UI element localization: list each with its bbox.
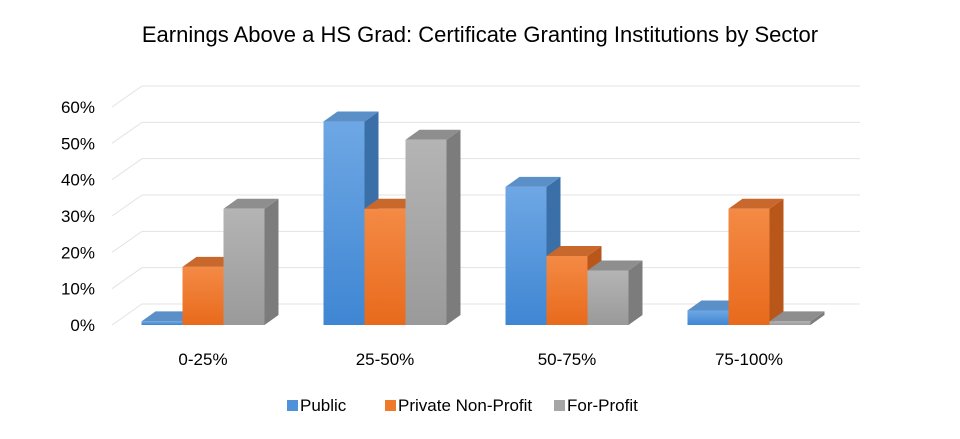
- y-tick-label: 40%: [61, 171, 95, 190]
- bar-front: [728, 208, 770, 325]
- x-axis-categories: 0-25% 25-50% 50-75% 75-100%: [178, 350, 783, 369]
- bar-side: [810, 311, 825, 325]
- bar-top: [728, 198, 784, 209]
- legend-label: Private Non-Profit: [398, 396, 532, 415]
- legend-label: For-Profit: [567, 396, 638, 415]
- y-axis-ticks: 0% 10% 20% 30% 40% 50% 60%: [61, 98, 95, 335]
- bar-top: [546, 245, 602, 256]
- bar-front: [364, 208, 406, 325]
- bar-side: [769, 198, 784, 325]
- bar-side: [264, 198, 279, 325]
- bar-top: [769, 311, 825, 322]
- gridline: [111, 194, 860, 217]
- bar: [587, 260, 643, 325]
- legend-swatch: [385, 400, 396, 411]
- y-tick-label: 60%: [61, 98, 95, 117]
- y-tick-label: 10%: [61, 280, 95, 299]
- x-category-label: 50-75%: [538, 350, 597, 369]
- legend: Public Private Non-Profit For-Profit: [287, 396, 638, 415]
- bar-front: [769, 321, 811, 325]
- bar: [405, 129, 461, 325]
- legend-label: Public: [300, 396, 347, 415]
- bar-front: [405, 139, 447, 325]
- legend-swatch: [554, 400, 565, 411]
- bar-front: [546, 255, 588, 325]
- bar-front: [505, 186, 547, 325]
- y-tick-label: 20%: [61, 243, 95, 262]
- bar-front: [223, 208, 265, 325]
- bar-top: [587, 260, 643, 271]
- gridline: [111, 121, 860, 144]
- gridline: [111, 85, 860, 108]
- x-category-label: 25-50%: [356, 350, 415, 369]
- gridline: [111, 158, 860, 181]
- bar: [223, 198, 279, 325]
- bar: [769, 311, 825, 325]
- bar-side: [628, 260, 643, 325]
- bar-front: [182, 266, 224, 325]
- bar-top: [405, 129, 461, 140]
- bar-front: [687, 310, 729, 325]
- bar: [728, 198, 784, 325]
- x-category-label: 75-100%: [715, 350, 783, 369]
- bar-front: [323, 121, 365, 326]
- bar-top: [505, 176, 561, 187]
- legend-swatch: [287, 400, 298, 411]
- bar-top: [223, 198, 279, 209]
- y-tick-label: 0%: [70, 316, 95, 335]
- bar-front: [587, 270, 629, 325]
- bar-top: [323, 111, 379, 122]
- bar-side: [446, 129, 461, 325]
- x-category-label: 0-25%: [178, 350, 227, 369]
- y-tick-label: 50%: [61, 134, 95, 153]
- gridlines: [111, 85, 860, 326]
- bar-front: [141, 321, 183, 325]
- y-tick-label: 30%: [61, 207, 95, 226]
- chart-title: Earnings Above a HS Grad: Certificate Gr…: [142, 22, 818, 47]
- bars: [141, 111, 825, 326]
- gridline: [111, 230, 860, 253]
